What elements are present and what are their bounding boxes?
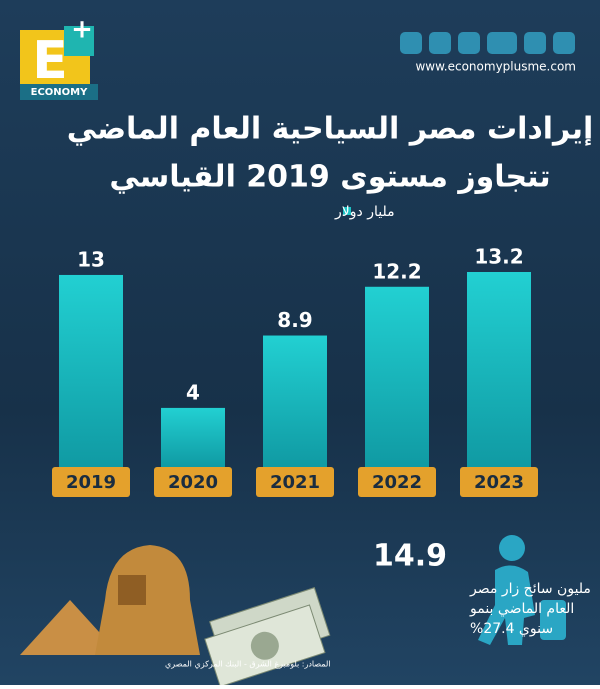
sphinx-face (118, 575, 146, 605)
stat-text: سنوي 27.4% (470, 621, 553, 637)
social-icons (400, 32, 575, 54)
logo-text: ECONOMY (31, 87, 88, 98)
logo-accent (64, 26, 94, 56)
stat-text: العام الماضي بنمو (469, 601, 574, 617)
stat-value: 14.9 (373, 539, 447, 574)
social-icon[interactable] (429, 32, 451, 54)
value-label: 8.9 (277, 308, 312, 332)
social-icon[interactable] (553, 32, 575, 54)
value-label: 4 (186, 380, 200, 404)
unit-label: مليار دولار (334, 204, 395, 220)
illustration (20, 535, 566, 688)
bar (365, 286, 429, 467)
logo: + E ECONOMY (20, 15, 98, 100)
x-tick-label: 2021 (270, 472, 320, 493)
website[interactable]: www.economyplusme.com (415, 60, 576, 74)
source: المصادر: بلومبرغ الشرق - البنك المركزي ا… (165, 660, 331, 669)
logo-plus: + (71, 15, 93, 45)
bar (59, 274, 123, 467)
chart-title: إيرادات مصر السياحية العام الماضي (67, 112, 594, 147)
social-icon[interactable] (400, 32, 422, 54)
social-icon[interactable] (458, 32, 480, 54)
sphinx (95, 545, 200, 655)
bar (161, 407, 225, 467)
value-label: 13.2 (474, 245, 523, 269)
x-tick-label: 2022 (372, 472, 422, 493)
money (204, 587, 331, 688)
category-box (460, 467, 538, 497)
stat-text: مليون سائح زار مصر (469, 581, 591, 597)
bar (467, 272, 531, 467)
category-box (256, 467, 334, 497)
category-box (358, 467, 436, 497)
value-label: 13 (77, 247, 105, 271)
traveler-icon (478, 535, 566, 645)
category-box (52, 467, 130, 497)
x-tick-label: 2023 (474, 472, 524, 493)
chart-subtitle: تتجاوز مستوى 2019 القياسي (109, 160, 550, 195)
bar (263, 335, 327, 467)
banknote-portrait (250, 631, 279, 660)
pyramid (20, 600, 120, 655)
x-tick-label: 2019 (66, 472, 116, 493)
value-label: 12.2 (372, 259, 421, 283)
logo-band (20, 84, 98, 100)
logo-letter: E (32, 31, 68, 91)
social-icon[interactable] (524, 32, 546, 54)
unit-marker (343, 207, 351, 215)
social-icon[interactable] (487, 32, 517, 54)
category-box (154, 467, 232, 497)
x-tick-label: 2020 (168, 472, 218, 493)
